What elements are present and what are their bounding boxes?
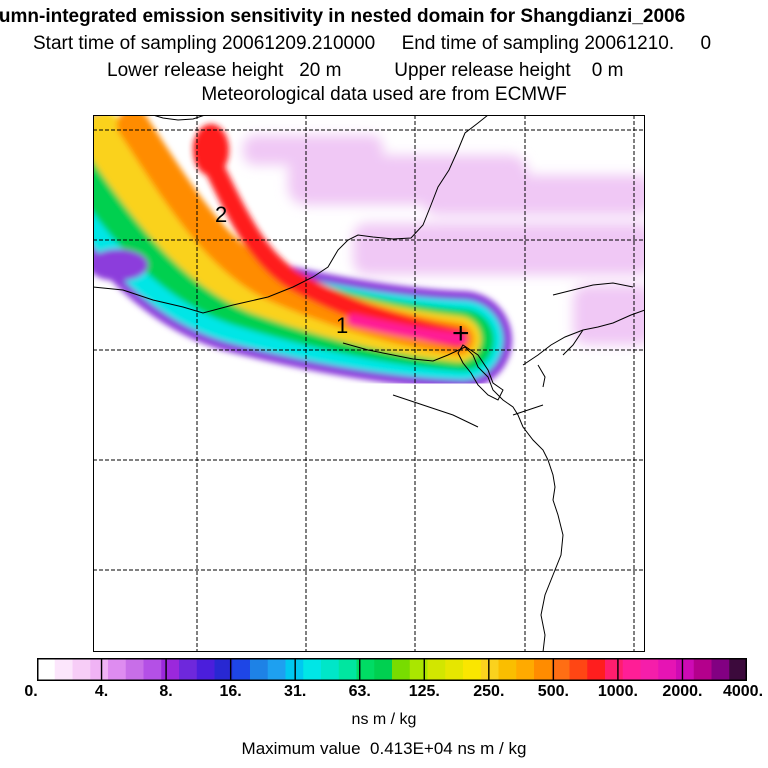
colorbar-segment: [569, 658, 588, 681]
colorbar-segment: [108, 658, 127, 681]
plume-day-label-1: 1: [336, 313, 348, 338]
colorbar-segment: [711, 658, 730, 681]
colorbar-segment: [356, 658, 375, 681]
colorbar-tick-label: 500.: [537, 683, 569, 700]
plume-day-label-2: 2: [215, 202, 227, 227]
colorbar-segment: [516, 658, 535, 681]
colorbar-segment: [321, 658, 340, 681]
colorbar-tick-label: 2000.: [662, 683, 703, 700]
colorbar-dividers: [100, 658, 684, 681]
low-sensitivity-band: [243, 135, 645, 345]
colorbar-segment: [303, 658, 322, 681]
colorbar-segment: [374, 658, 393, 681]
colorbar-segment: [125, 658, 145, 681]
colorbar-segment: [409, 658, 429, 681]
colorbar-tick-label: 4000.: [722, 683, 764, 700]
colorbar-segment: [427, 658, 446, 681]
colorbar-segment: [338, 658, 358, 681]
colorbar-segment: [445, 658, 464, 681]
sensitivity-map: 2 1 +: [93, 115, 645, 652]
colorbar-segment: [37, 658, 56, 681]
colorbar-segment: [605, 658, 624, 681]
colorbar-tick-label: 63.: [348, 683, 371, 700]
plot-title: olumn-integrated emission sensitivity in…: [0, 6, 686, 27]
colorbar-segment: [250, 658, 269, 681]
colorbar-segment: [90, 658, 109, 681]
colorbar-segment: [392, 658, 411, 681]
colorbar-segment: [143, 658, 162, 681]
colorbar-segments: [37, 658, 747, 681]
colorbar-segment: [54, 658, 74, 681]
receptor-marker: +: [452, 317, 470, 350]
colorbar-tick-label: 16.: [219, 683, 242, 700]
colorbar-segment: [693, 658, 713, 681]
colorbar-tick-label: 125.: [408, 683, 440, 700]
colorbar-segment: [676, 658, 695, 681]
colorbar-segment: [232, 658, 251, 681]
colorbar-segment: [214, 658, 233, 681]
colorbar-segment: [729, 658, 747, 681]
plume-body: [93, 115, 512, 389]
colorbar-segment: [498, 658, 517, 681]
colorbar-tick-label: 4.: [94, 683, 109, 700]
met-data-source: Meteorological data used are from ECMWF: [201, 84, 567, 105]
colorbar-frame: [37, 658, 747, 681]
colorbar-tick-label: 8.: [159, 683, 173, 700]
colorbar-segment: [161, 658, 180, 681]
colorbar: [37, 658, 747, 681]
release-heights: Lower release height 20 m Upper release …: [107, 60, 624, 81]
coastlines: [93, 115, 645, 652]
map-frame: [93, 115, 645, 652]
colorbar-tick-label: 0.: [24, 683, 38, 700]
colorbar-segment: [622, 658, 642, 681]
colorbar-segment: [658, 658, 677, 681]
colorbar-segment: [463, 658, 482, 681]
colorbar-segment: [587, 658, 606, 681]
colorbar-segment: [179, 658, 198, 681]
colorbar-segment: [534, 658, 553, 681]
map-grid: [93, 115, 645, 652]
maximum-value: Maximum value 0.413E+04 ns m / kg: [241, 739, 527, 758]
colorbar-units: ns m / kg: [351, 711, 417, 728]
colorbar-tick-label: 250.: [473, 683, 505, 700]
colorbar-segment: [551, 658, 571, 681]
colorbar-tick-label: 31.: [284, 683, 307, 700]
colorbar-segment: [480, 658, 500, 681]
colorbar-tick-label: 1000.: [597, 683, 638, 700]
colorbar-segment: [267, 658, 287, 681]
plume: 2 1 +: [93, 115, 645, 652]
colorbar-segment: [72, 658, 91, 681]
sampling-times: Start time of sampling 20061209.210000 E…: [33, 33, 712, 54]
colorbar-segment: [640, 658, 659, 681]
colorbar-segment: [196, 658, 216, 681]
